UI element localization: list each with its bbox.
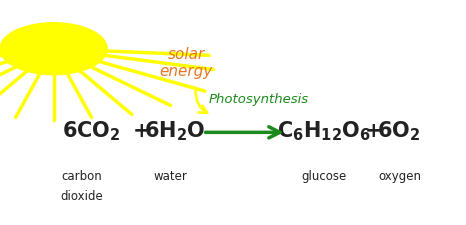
Text: $\mathregular{6H_2O}$: $\mathregular{6H_2O}$	[144, 119, 206, 142]
Text: Photosynthesis: Photosynthesis	[209, 93, 308, 106]
Text: $\mathregular{6O_2}$: $\mathregular{6O_2}$	[377, 119, 420, 142]
Circle shape	[0, 24, 107, 75]
Text: $\mathregular{6CO_2}$: $\mathregular{6CO_2}$	[62, 119, 120, 142]
Text: $\mathregular{+}$: $\mathregular{+}$	[132, 121, 150, 140]
Text: glucose: glucose	[301, 169, 347, 182]
Text: carbon: carbon	[61, 169, 102, 182]
Text: $\mathregular{+}$: $\mathregular{+}$	[364, 121, 382, 140]
Text: solar
energy: solar energy	[160, 47, 213, 79]
Text: water: water	[153, 169, 187, 182]
Text: oxygen: oxygen	[378, 169, 421, 182]
Text: $\mathregular{C_6H_{12}O_6}$: $\mathregular{C_6H_{12}O_6}$	[277, 119, 371, 142]
Text: dioxide: dioxide	[60, 189, 103, 202]
FancyArrowPatch shape	[196, 90, 207, 113]
